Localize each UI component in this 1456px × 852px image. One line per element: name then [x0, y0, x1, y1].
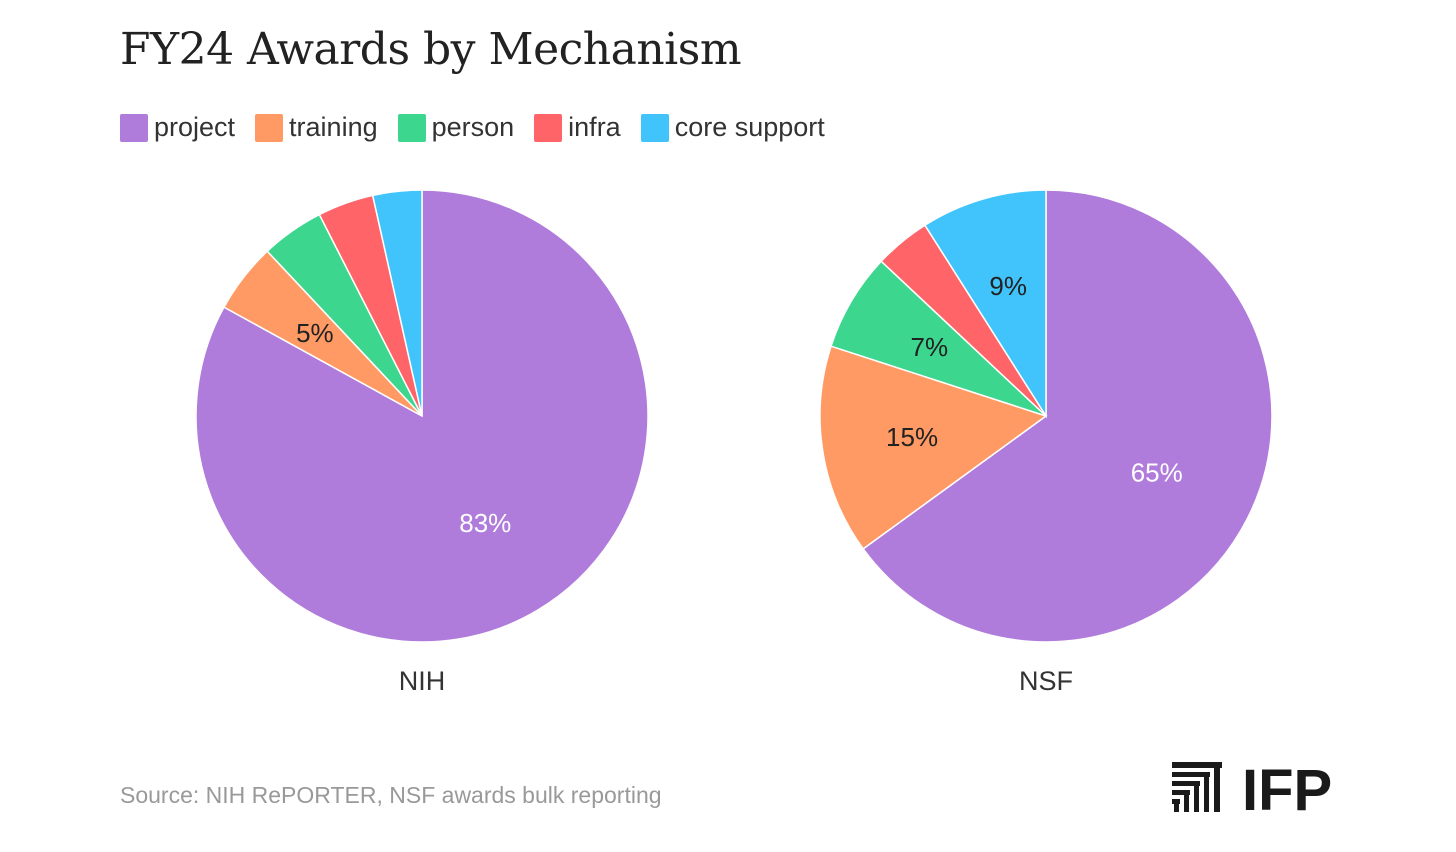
legend-item-person: person — [397, 112, 515, 143]
pie-slice-nih-core-support — [371, 189, 423, 417]
legend-label-infra: infra — [568, 112, 621, 142]
legend-swatch-project — [120, 113, 148, 142]
legend-label-training: training — [289, 112, 378, 142]
pie-chart-nih: 83% 5% — [195, 189, 649, 643]
pie-label-nsf-training: 15% — [886, 422, 938, 452]
pie-chart-nsf: 65% 15% 7% 9% — [819, 189, 1273, 643]
ifp-logo-text: IFP — [1242, 760, 1332, 815]
pie-slice-nsf-project — [862, 189, 1273, 643]
legend-swatch-training — [255, 113, 284, 142]
legend-item-project: project — [120, 112, 235, 143]
pie-title-nih: NIH — [399, 666, 446, 696]
legend-swatch-person — [397, 113, 426, 142]
source-note: Source: NIH RePORTER, NSF awards bulk re… — [120, 782, 662, 808]
pie-label-nsf-project: 65% — [1131, 457, 1183, 487]
pie-slice-nsf-core-support — [923, 189, 1047, 419]
legend-swatch-infra — [534, 113, 563, 142]
legend: project training person infra core suppo… — [120, 112, 845, 143]
legend-swatch-core-support — [640, 113, 669, 142]
legend-item-core-support: core support — [640, 112, 825, 143]
legend-item-training: training — [255, 112, 378, 143]
legend-label-core-support: core support — [674, 112, 825, 142]
ifp-logo: IFP — [1172, 760, 1332, 815]
ifp-logo-icon — [1172, 762, 1222, 812]
legend-item-infra: infra — [534, 112, 621, 143]
legend-label-person: person — [431, 112, 515, 142]
legend-label-project: project — [154, 112, 236, 142]
chart-title: FY24 Awards by Mechanism — [120, 24, 742, 75]
pie-label-nsf-person: 7% — [910, 332, 948, 362]
pie-label-nih-project: 83% — [459, 508, 511, 538]
pie-slice-nsf-training — [819, 345, 1048, 550]
pie-label-nih-training: 5% — [296, 318, 334, 348]
pie-label-nsf-core-support: 9% — [989, 271, 1027, 301]
pie-title-nsf: NSF — [1019, 666, 1073, 696]
